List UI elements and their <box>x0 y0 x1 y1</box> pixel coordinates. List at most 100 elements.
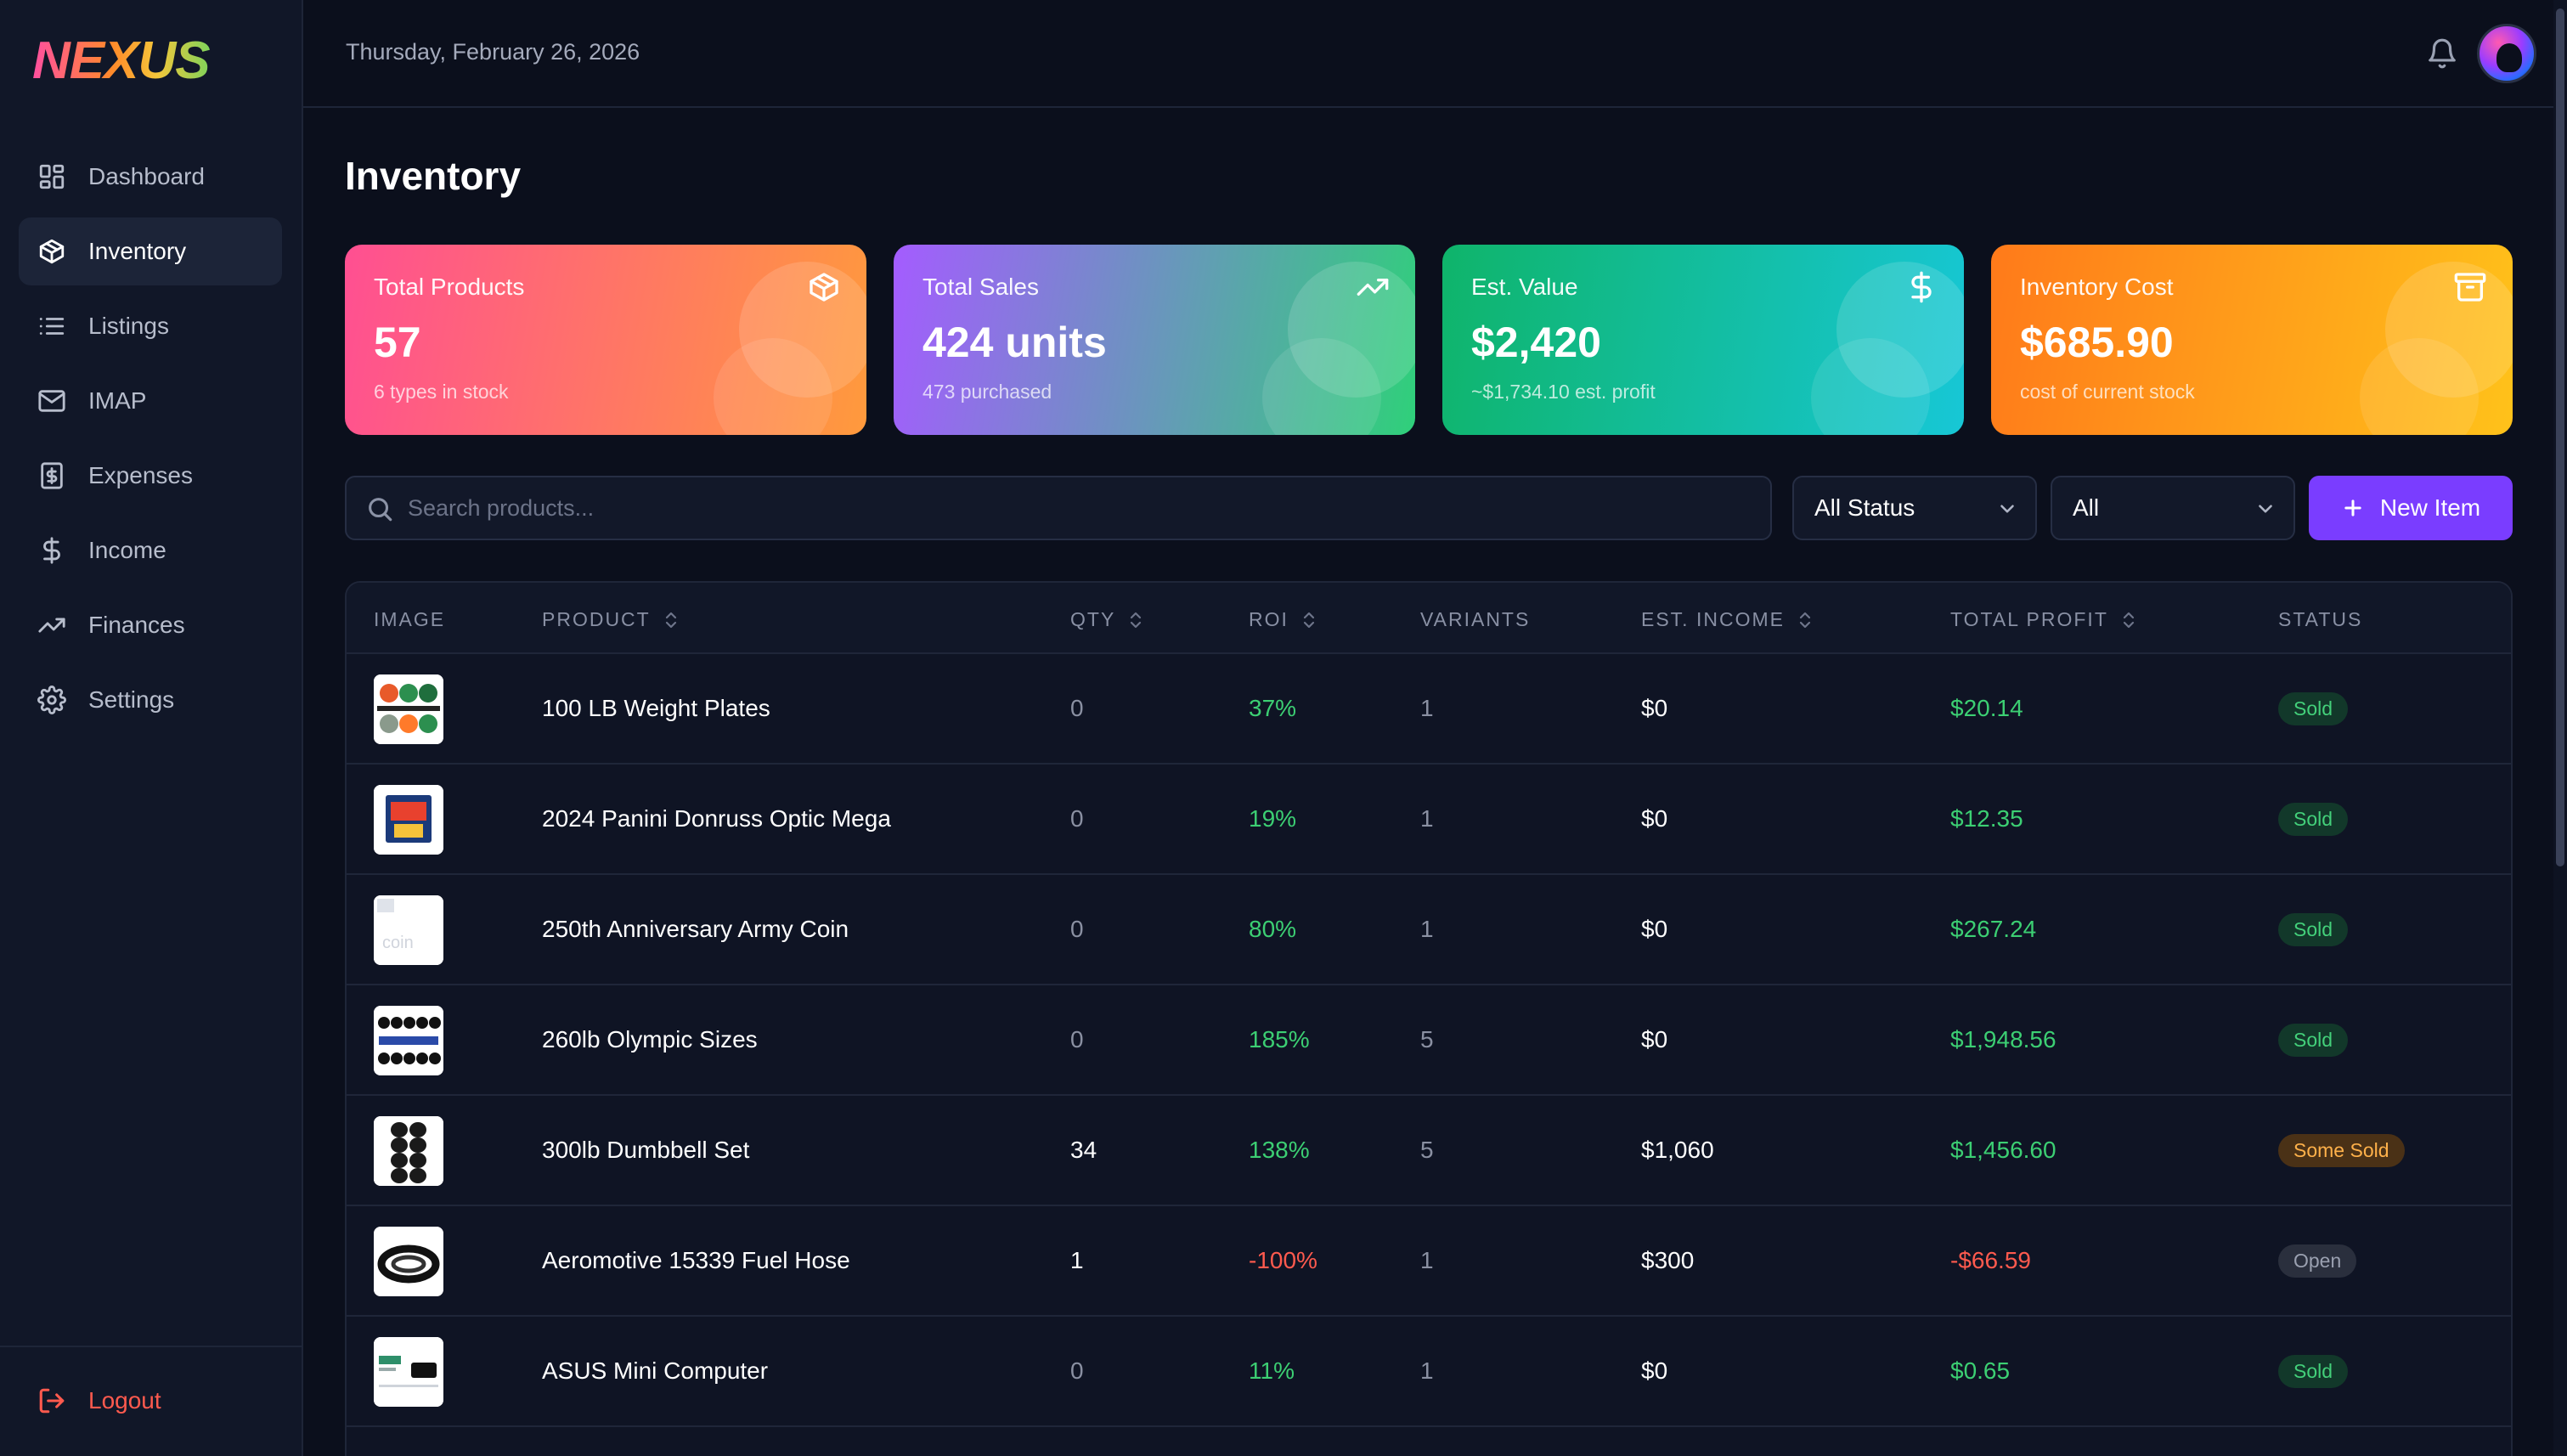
est-income-value: $1,060 <box>1641 1137 1714 1163</box>
sidebar-item-dashboard[interactable]: Dashboard <box>19 143 282 211</box>
roi-value: 19% <box>1249 805 1297 832</box>
column-header-roi[interactable]: ROI <box>1249 608 1317 631</box>
table-row[interactable]: coin 250th Anniversary Army Coin 0 80% 1 $0 $2… <box>347 875 2511 985</box>
status-filter-select[interactable]: All Status <box>1792 476 2037 540</box>
product-thumbnail[interactable] <box>374 1227 443 1296</box>
table-row[interactable]: ASUS Mini Computer 0 11% 1 $0 $0.65 Sold <box>347 1317 2511 1427</box>
qty-value: 0 <box>1070 805 1084 832</box>
total-profit-value: $0.65 <box>1950 1357 2011 1384</box>
status-badge: Open <box>2278 1244 2357 1278</box>
card-decoration <box>1288 262 1415 398</box>
sidebar-item-label: Inventory <box>88 238 187 264</box>
est-income-value: $0 <box>1641 916 1668 942</box>
stat-value: $2,420 <box>1471 319 1601 366</box>
sort-icon <box>665 612 676 628</box>
status-badge: Sold <box>2278 1023 2349 1057</box>
table-row[interactable]: Aeromotive 15339 Fuel Hose 1 -100% 1 $300 -$6… <box>347 1206 2511 1317</box>
plus-icon <box>2344 499 2361 516</box>
status-badge-cell: Sold <box>2278 765 2349 873</box>
sidebar-item-income[interactable]: Income <box>19 516 282 584</box>
stat-subtext: ~$1,734.10 est. profit <box>1471 381 1656 403</box>
product-name[interactable]: 100 LB Weight Plates <box>542 695 770 721</box>
scrollbar-thumb[interactable] <box>2556 8 2564 866</box>
column-header-qty[interactable]: QTY <box>1070 608 1144 631</box>
logo[interactable]: NEXUS <box>32 31 211 90</box>
stat-card-total-products: Total Products 57 6 types in stock <box>345 245 866 435</box>
product-thumbnail[interactable]: coin <box>374 895 443 965</box>
variants-value: 5 <box>1420 1026 1434 1052</box>
product-name[interactable]: 300lb Dumbbell Set <box>542 1137 750 1163</box>
status-badge-cell: Sold <box>2278 875 2349 984</box>
variants-value: 1 <box>1420 805 1434 832</box>
product-name[interactable]: 250th Anniversary Army Coin <box>542 916 849 942</box>
stat-card-inventory-cost: Inventory Cost $685.90 cost of current s… <box>1991 245 2513 435</box>
avatar[interactable] <box>2477 24 2536 83</box>
sidebar-item-inventory[interactable]: Inventory <box>19 217 282 285</box>
new-item-button[interactable]: New Item <box>2309 476 2513 540</box>
new-item-label: New Item <box>2379 494 2481 521</box>
sidebar-item-expenses[interactable]: Expenses <box>19 442 282 510</box>
svg-text:coin: coin <box>382 934 414 952</box>
variants-value: 1 <box>1420 695 1434 721</box>
total-profit-value: $1,948.56 <box>1950 1026 2056 1052</box>
sidebar-item-settings[interactable]: Settings <box>19 666 282 734</box>
product-thumbnail[interactable] <box>374 1337 443 1407</box>
qty-value: 34 <box>1070 1137 1097 1163</box>
stat-value: $685.90 <box>2020 319 2174 366</box>
dollar-icon <box>1904 270 1938 304</box>
sidebar-item-imap[interactable]: IMAP <box>19 367 282 435</box>
product-name[interactable]: 2024 Panini Donruss Optic Mega <box>542 805 891 832</box>
stat-label: Inventory Cost <box>2020 274 2174 300</box>
stat-subtext: 6 types in stock <box>374 381 509 403</box>
table-row[interactable]: 100 LB Weight Plates 0 37% 1 $0 $20.14 Sold <box>347 654 2511 765</box>
column-header-est-income[interactable]: EST. INCOME <box>1641 608 1814 631</box>
topbar: Thursday, February 26, 2026 <box>303 0 2553 108</box>
roi-value: 11% <box>1249 1357 1295 1384</box>
sidebar-item-label: Income <box>88 537 166 563</box>
sidebar-item-label: Expenses <box>88 462 193 488</box>
stat-label: Total Products <box>374 274 525 300</box>
table-row[interactable]: 300lb Dumbbell Set 34 138% 5 $1,060 $1,456.60… <box>347 1096 2511 1206</box>
search-input[interactable] <box>408 477 1750 539</box>
product-thumbnail[interactable] <box>374 1006 443 1075</box>
sidebar-footer: Logout <box>0 1346 302 1456</box>
est-income-value: $300 <box>1641 1247 1695 1273</box>
product-name[interactable]: Aeromotive 15339 Fuel Hose <box>542 1247 850 1273</box>
stat-label: Total Sales <box>922 274 1039 300</box>
trend-up-icon <box>1356 270 1390 304</box>
sidebar-item-label: Dashboard <box>88 163 205 189</box>
card-decoration <box>2385 262 2513 398</box>
product-thumbnail[interactable] <box>374 785 443 855</box>
type-filter-select[interactable]: All <box>2051 476 2295 540</box>
column-header-variants: VARIANTS <box>1420 608 1531 630</box>
sort-icon <box>2123 612 2134 628</box>
qty-value: 0 <box>1070 916 1084 942</box>
stat-label: Est. Value <box>1471 274 1578 300</box>
sidebar: NEXUS Dashboard Inventory Listings IMAP … <box>0 0 303 1456</box>
logout-button[interactable]: Logout <box>37 1386 161 1415</box>
product-name[interactable]: 260lb Olympic Sizes <box>542 1026 758 1052</box>
total-profit-value: $12.35 <box>1950 805 2023 832</box>
sidebar-item-listings[interactable]: Listings <box>19 292 282 360</box>
product-thumbnail[interactable] <box>374 1116 443 1186</box>
variants-value: 1 <box>1420 1247 1434 1273</box>
table-row[interactable]: 260lb Olympic Sizes 0 185% 5 $0 $1,948.56 Sold <box>347 985 2511 1096</box>
total-profit-value: $267.24 <box>1950 916 2037 942</box>
page-scrollbar[interactable] <box>2553 0 2567 1456</box>
product-name[interactable]: ASUS Mini Computer <box>542 1357 769 1384</box>
current-date: Thursday, February 26, 2026 <box>346 39 640 65</box>
column-header-image: IMAGE <box>374 608 446 630</box>
notification-bell-icon[interactable] <box>2426 37 2458 70</box>
qty-value: 1 <box>1070 1247 1084 1273</box>
column-header-total-profit[interactable]: TOTAL PROFIT <box>1950 608 2137 631</box>
product-thumbnail[interactable] <box>374 674 443 744</box>
column-header-product[interactable]: PRODUCT <box>542 608 680 631</box>
search-box <box>345 476 1772 540</box>
table-row[interactable]: 2024 Panini Donruss Optic Mega 0 19% 1 $0 $12… <box>347 765 2511 875</box>
sidebar-item-finances[interactable]: Finances <box>19 591 282 659</box>
qty-value: 0 <box>1070 1357 1084 1384</box>
variants-value: 1 <box>1420 916 1434 942</box>
roi-value: 185% <box>1249 1026 1310 1052</box>
trend-icon <box>37 611 66 640</box>
status-badge: Sold <box>2278 802 2349 836</box>
